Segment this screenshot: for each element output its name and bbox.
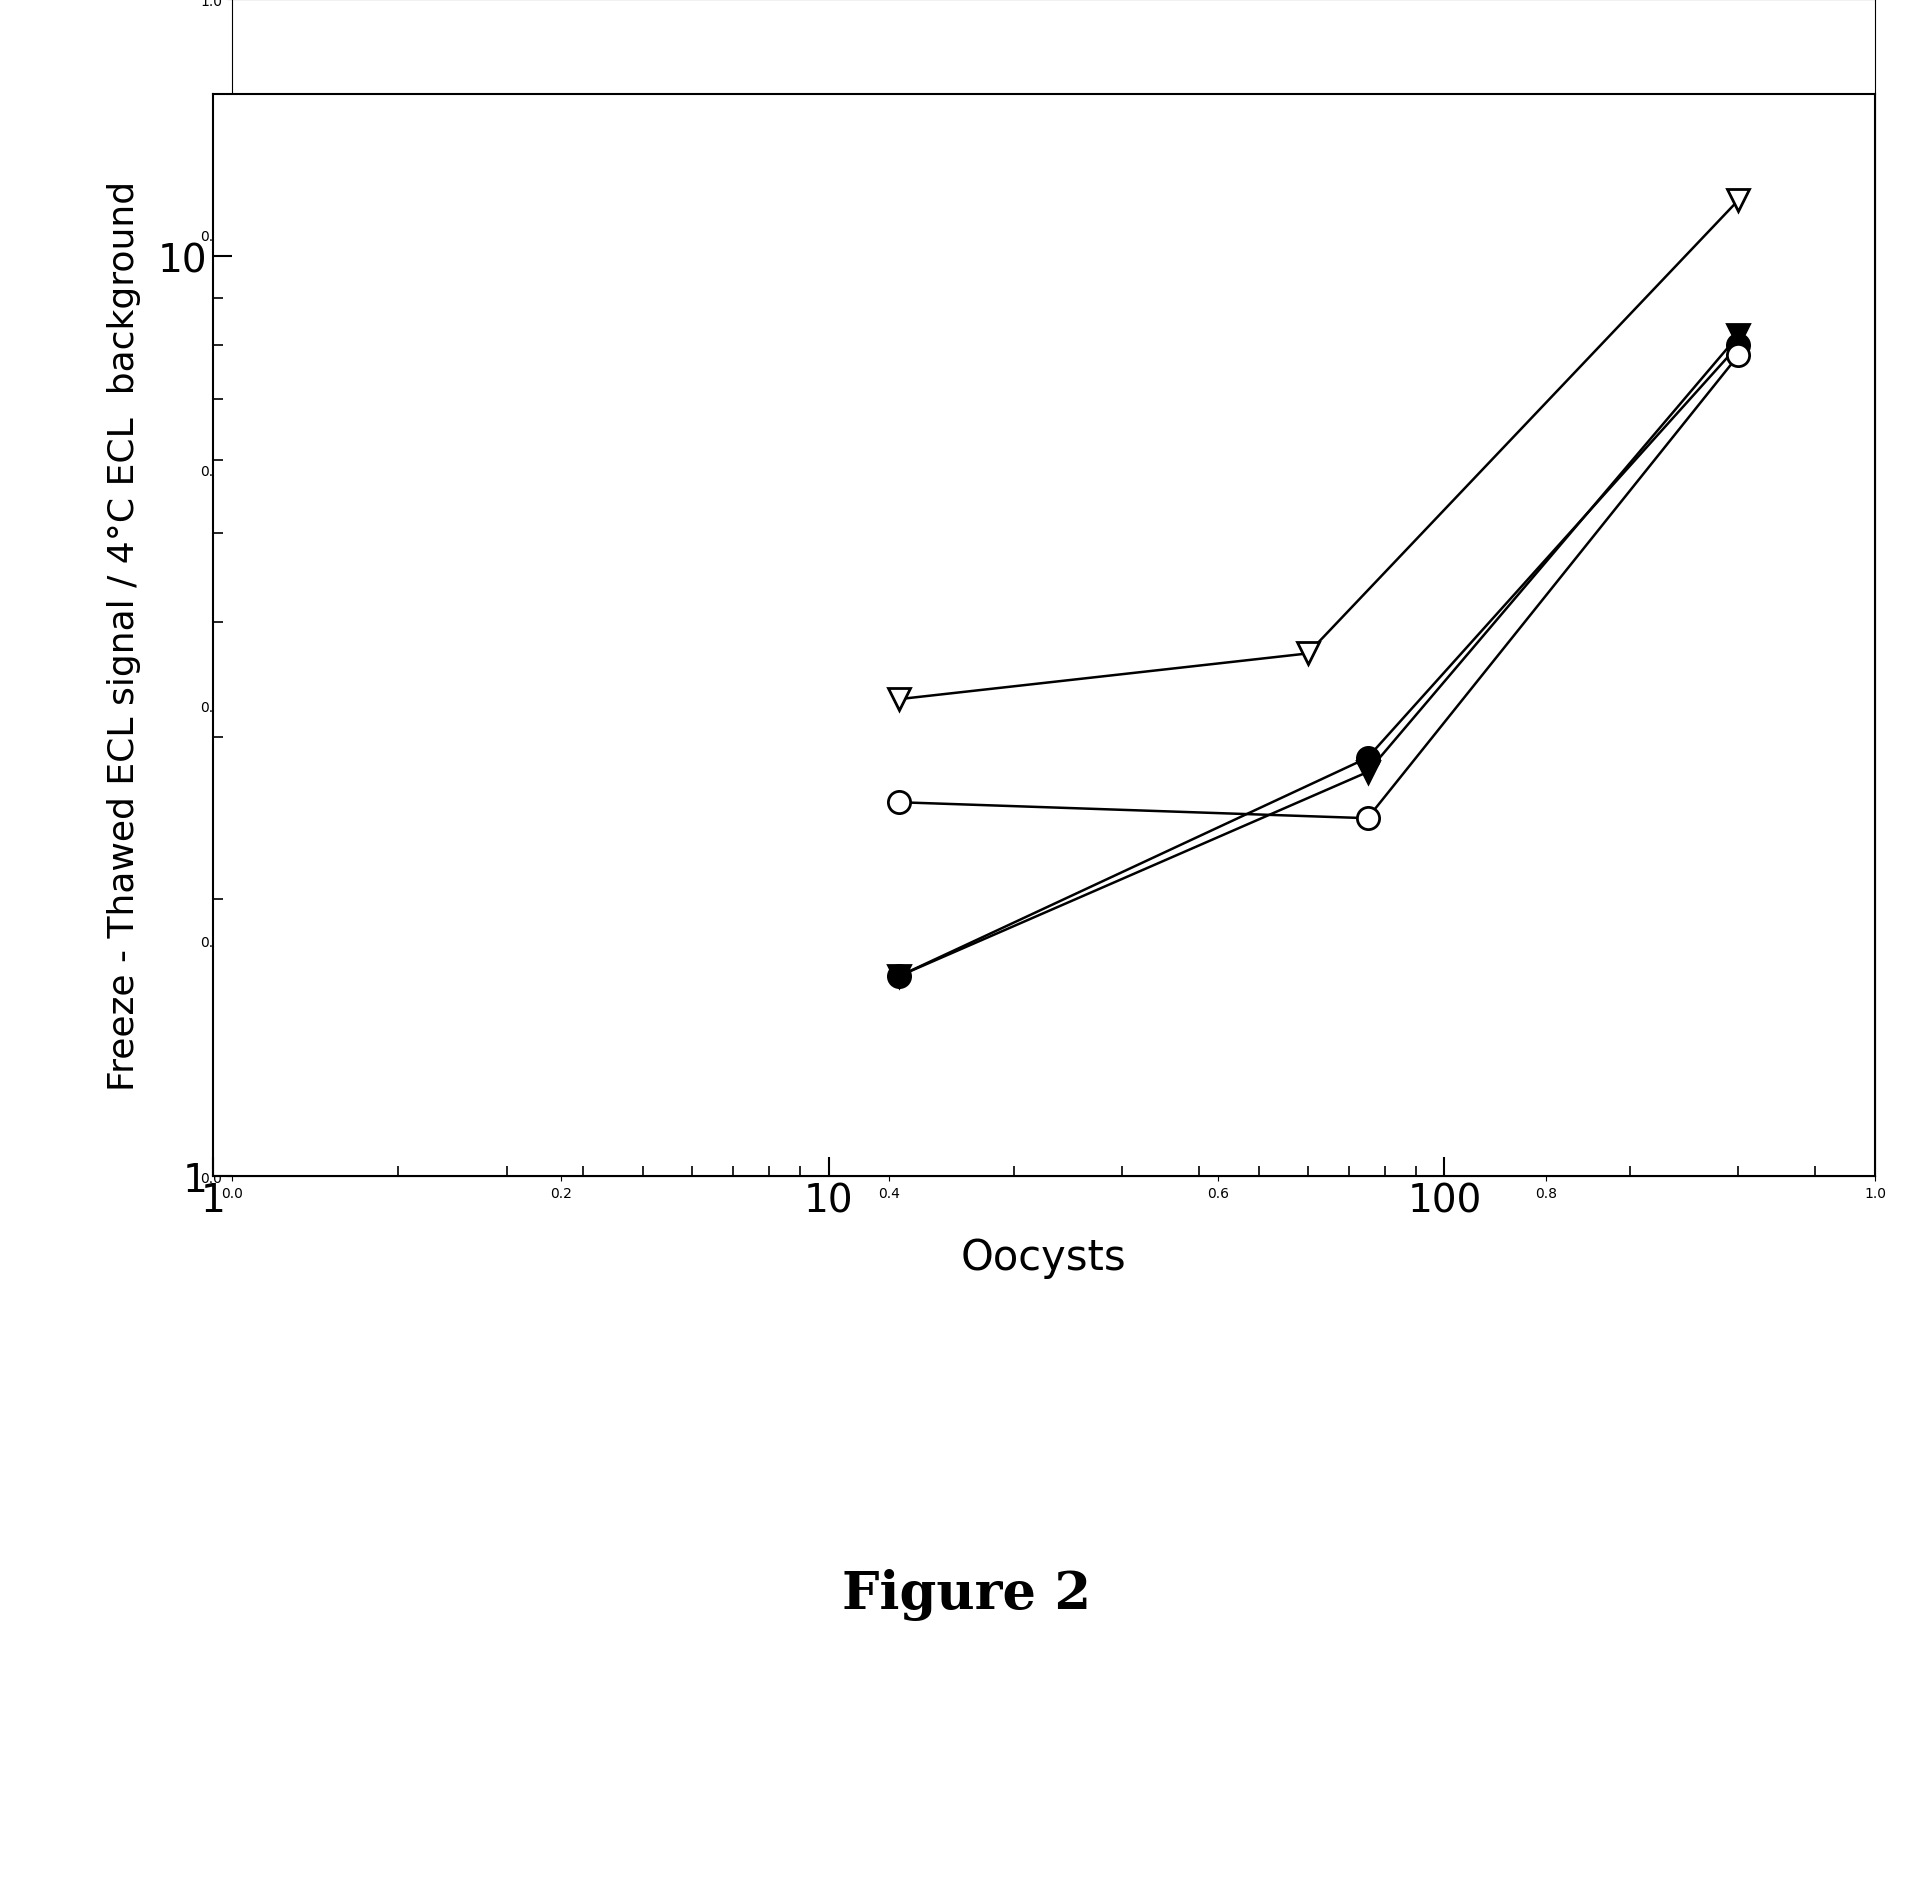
Y-axis label: Freeze - Thawed ECL signal / 4°C ECL  background: Freeze - Thawed ECL signal / 4°C ECL bac… bbox=[108, 180, 141, 1091]
X-axis label: Oocysts: Oocysts bbox=[960, 1236, 1126, 1277]
Text: Figure 2: Figure 2 bbox=[842, 1568, 1090, 1621]
